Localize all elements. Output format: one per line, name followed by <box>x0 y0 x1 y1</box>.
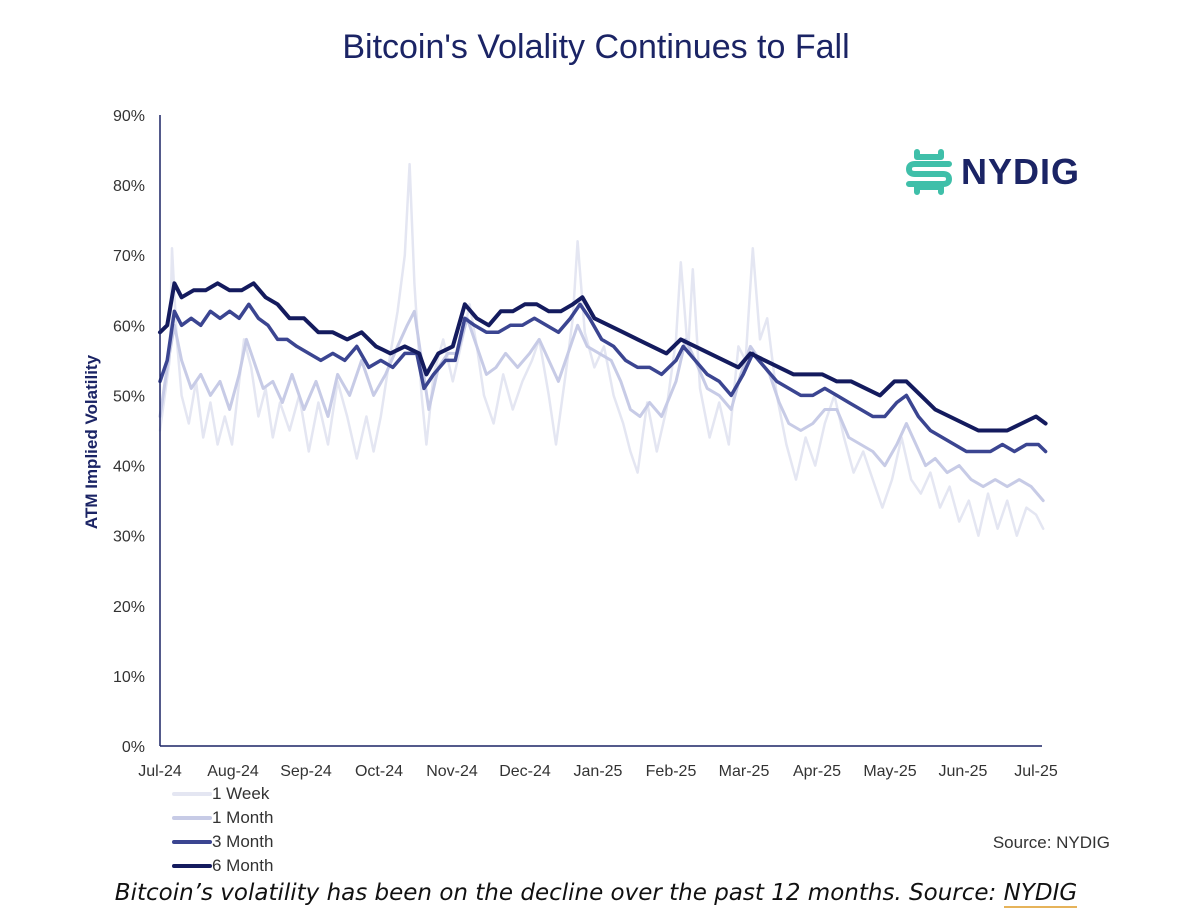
legend-item: 1 Week <box>172 782 273 806</box>
x-tick-label: Jul-24 <box>138 763 182 780</box>
x-axis-ticks: Jul-24 Aug-24 Sep-24 Oct-24 Nov-24 Dec-24 Jan-… <box>138 763 1058 780</box>
chart-legend: 1 Week 1 Month 3 Month 6 Month <box>172 782 273 878</box>
x-tick-label: Nov-24 <box>426 763 478 780</box>
nydig-logo: NYDIG <box>905 148 1080 196</box>
y-tick-label: 60% <box>113 318 145 335</box>
x-tick-label: Jul-25 <box>1014 763 1058 780</box>
legend-label: 3 Month <box>212 832 274 851</box>
y-tick-label: 70% <box>113 248 145 265</box>
series-line-1-week <box>158 162 1045 537</box>
legend-item: 3 Month <box>172 830 273 854</box>
x-tick-label: Apr-25 <box>793 763 841 780</box>
chart-title: Bitcoin's Volality Continues to Fall <box>342 28 850 66</box>
nydig-logo-mark-icon <box>906 149 952 195</box>
legend-swatch <box>172 792 212 796</box>
y-axis-ticks: 0% 10% 20% 30% 40% 50% 60% 70% 80% 90% <box>113 108 145 756</box>
caption-source-link[interactable]: NYDIG <box>1003 880 1078 908</box>
source-note: Source: NYDIG <box>992 833 1110 852</box>
x-tick-label: Sep-24 <box>280 763 332 780</box>
y-tick-label: 10% <box>113 669 145 686</box>
series-line-1-month <box>158 309 1045 503</box>
volatility-chart: 0% 10% 20% 30% 40% 50% 60% 70% 80% 90% Jul-24 Aug-… <box>113 108 1058 780</box>
legend-label: 1 Month <box>212 808 274 827</box>
y-tick-label: 0% <box>122 739 145 756</box>
series-lines <box>158 162 1048 537</box>
y-tick-label: 40% <box>113 459 145 476</box>
legend-item: 1 Month <box>172 806 273 830</box>
figure-caption: Bitcoin’s volatility has been on the dec… <box>0 880 1192 908</box>
caption-text: Bitcoin’s volatility has been on the dec… <box>114 880 1004 906</box>
x-tick-label: Oct-24 <box>355 763 403 780</box>
legend-item: 6 Month <box>172 854 273 878</box>
y-tick-label: 90% <box>113 108 145 125</box>
x-tick-label: Aug-24 <box>207 763 259 780</box>
series-line-6-month <box>158 281 1048 433</box>
legend-swatch <box>172 864 212 868</box>
nydig-logo-text: NYDIG <box>961 151 1081 192</box>
y-tick-label: 30% <box>113 529 145 546</box>
legend-label: 1 Week <box>212 784 270 803</box>
series-line-3-month <box>158 302 1048 454</box>
y-tick-label: 20% <box>113 599 145 616</box>
legend-swatch <box>172 840 212 844</box>
y-tick-label: 50% <box>113 388 145 405</box>
x-tick-label: Feb-25 <box>646 763 697 780</box>
x-tick-label: Jun-25 <box>939 763 988 780</box>
x-tick-label: Dec-24 <box>499 763 551 780</box>
legend-label: 6 Month <box>212 856 274 875</box>
x-tick-label: Jan-25 <box>574 763 623 780</box>
legend-swatch <box>172 816 212 820</box>
x-tick-label: Mar-25 <box>719 763 770 780</box>
y-tick-label: 80% <box>113 178 145 195</box>
x-tick-label: May-25 <box>863 763 916 780</box>
